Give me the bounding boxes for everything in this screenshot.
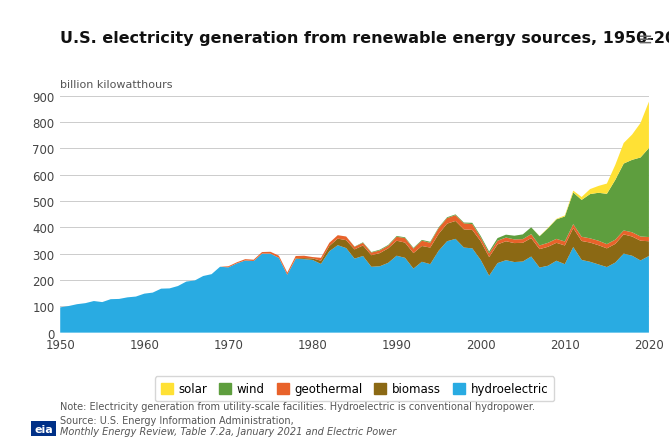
Text: ≡: ≡ [637,31,652,49]
Text: U.S. electricity generation from renewable energy sources, 1950-2020: U.S. electricity generation from renewab… [60,31,669,46]
Text: Source: U.S. Energy Information Administration,: Source: U.S. Energy Information Administ… [60,415,297,425]
Text: eia: eia [34,424,53,434]
Legend: solar, wind, geothermal, biomass, hydroelectric: solar, wind, geothermal, biomass, hydroe… [155,377,554,401]
Text: Monthly Energy Review, Table 7.2a, January 2021 and Electric Power
Monthly, Febr: Monthly Energy Review, Table 7.2a, Janua… [60,426,397,438]
Text: billion kilowatthours: billion kilowatthours [60,80,173,90]
Text: Note: Electricity generation from utility-scale facilities. Hydroelectric is con: Note: Electricity generation from utilit… [60,401,535,411]
